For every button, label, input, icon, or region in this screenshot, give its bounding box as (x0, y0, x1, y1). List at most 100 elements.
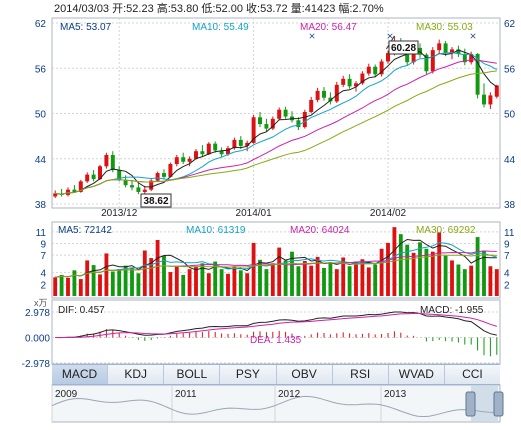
candle-body (411, 47, 416, 63)
candle-body (437, 43, 442, 51)
price-axis-label-left: 50 (35, 110, 47, 121)
candle-body (200, 151, 205, 155)
price-axis-label-left: 62 (35, 19, 47, 30)
volume-axis-label-right: 11 (504, 228, 515, 239)
volume-bar (155, 240, 160, 296)
volume-bar (462, 269, 467, 296)
volume-bar (251, 242, 256, 296)
candle-body (238, 139, 243, 146)
macd-axis-label: 0.000 (25, 334, 50, 345)
volume-bar (232, 266, 237, 296)
volume-bar (187, 269, 192, 296)
volume-bar (424, 248, 429, 296)
candle-body (206, 143, 211, 155)
volume-legend-ma10: MA10: 61319 (186, 225, 246, 236)
candle-body (462, 53, 467, 63)
tab-kdj[interactable]: KDJ (108, 365, 165, 384)
volume-bar (245, 273, 250, 296)
tab-cci[interactable]: CCI (462, 367, 483, 381)
price-axis-label-left: 38 (35, 200, 47, 211)
tab-wvad[interactable]: WVAD (389, 365, 445, 384)
candle-body (168, 164, 173, 177)
volume-panel-frame (51, 221, 501, 299)
candle-body (123, 179, 128, 186)
navigator-right-handle (493, 391, 504, 417)
volume-bar (104, 253, 109, 296)
candle-body (322, 90, 326, 98)
price-axis-label-right: 44 (504, 155, 516, 166)
volume-bar (347, 266, 352, 296)
macd-axis-label: 2.978 (25, 308, 50, 319)
price-ma20-line (55, 59, 497, 195)
tab-boll[interactable]: BOLL (164, 365, 221, 384)
candle-body (187, 158, 192, 162)
volume-bar (469, 265, 474, 296)
price-legend-ma10: MA10: 55.49 (192, 22, 249, 33)
candle-body (98, 166, 102, 180)
volume-bar (475, 237, 480, 296)
volume-bar (302, 261, 307, 296)
price-ma5-line (55, 49, 498, 195)
volume-bar (450, 260, 454, 296)
candle-body (405, 52, 410, 63)
navigator-year-label: 2009 (55, 389, 78, 400)
candle-body (386, 53, 390, 62)
tab-rsi[interactable]: RSI (333, 365, 389, 384)
volume-unit-label: x万 (34, 298, 48, 308)
price-axis-label-right: 38 (504, 200, 516, 211)
candle-body (53, 193, 58, 197)
volume-bar (168, 272, 173, 296)
volume-bar (328, 262, 333, 296)
volume-bar (290, 251, 294, 296)
volume-bar (488, 266, 493, 296)
candle-body (309, 99, 314, 112)
volume-bar (206, 273, 211, 296)
volume-bar (411, 252, 416, 296)
candle-body (354, 83, 358, 87)
candle-body (456, 49, 461, 54)
candle-body (315, 90, 320, 100)
date-axis-label: 2014/02 (370, 208, 407, 219)
volume-ma5-line (55, 238, 497, 278)
tab-obv[interactable]: OBV (277, 365, 333, 384)
volume-bar (59, 275, 64, 296)
candle-body (174, 157, 179, 165)
max-price-box (388, 40, 419, 55)
tab-macd[interactable]: MACD (52, 365, 109, 384)
volume-bar (200, 263, 205, 296)
price-axis-label-right: 50 (504, 110, 516, 121)
volume-axis-label-left: 4 (40, 269, 46, 280)
candle-body (347, 78, 352, 87)
min-price-label: 38.62 (143, 196, 168, 207)
volume-bar (53, 277, 58, 296)
candle-body (270, 118, 275, 129)
candle-body (219, 150, 224, 155)
candle-body (181, 157, 186, 162)
volume-bar (66, 277, 70, 296)
volume-bar (130, 268, 134, 296)
candle-body (469, 53, 474, 63)
volume-bar (366, 267, 371, 296)
volume-bar (174, 266, 179, 296)
volume-bar (443, 255, 448, 296)
price-axis-label-left: 56 (35, 64, 47, 75)
candle-body (488, 95, 493, 105)
volume-ma10-line (55, 242, 497, 278)
candle-body (264, 124, 269, 129)
candle-body (130, 185, 134, 188)
price-axis-label-left: 44 (35, 155, 47, 166)
price-legend-ma30: MA30: 55.03 (416, 22, 473, 33)
candle-body (494, 85, 499, 97)
tab-psy[interactable]: PSY (220, 365, 277, 384)
macd-legend-dif: DIF: 0.457 (58, 305, 105, 316)
volume-legend-ma5: MA5: 72142 (58, 225, 112, 236)
candle-body (162, 173, 166, 177)
volume-bar (264, 269, 269, 296)
volume-legend-ma30: MA30: 69292 (416, 225, 476, 236)
volume-axis-label-left: 9 (40, 240, 46, 251)
volume-bar (238, 270, 243, 296)
candle-body (334, 84, 339, 102)
volume-axis-label-right: 9 (504, 240, 510, 251)
candle-body (430, 50, 435, 72)
candle-body (91, 174, 96, 180)
